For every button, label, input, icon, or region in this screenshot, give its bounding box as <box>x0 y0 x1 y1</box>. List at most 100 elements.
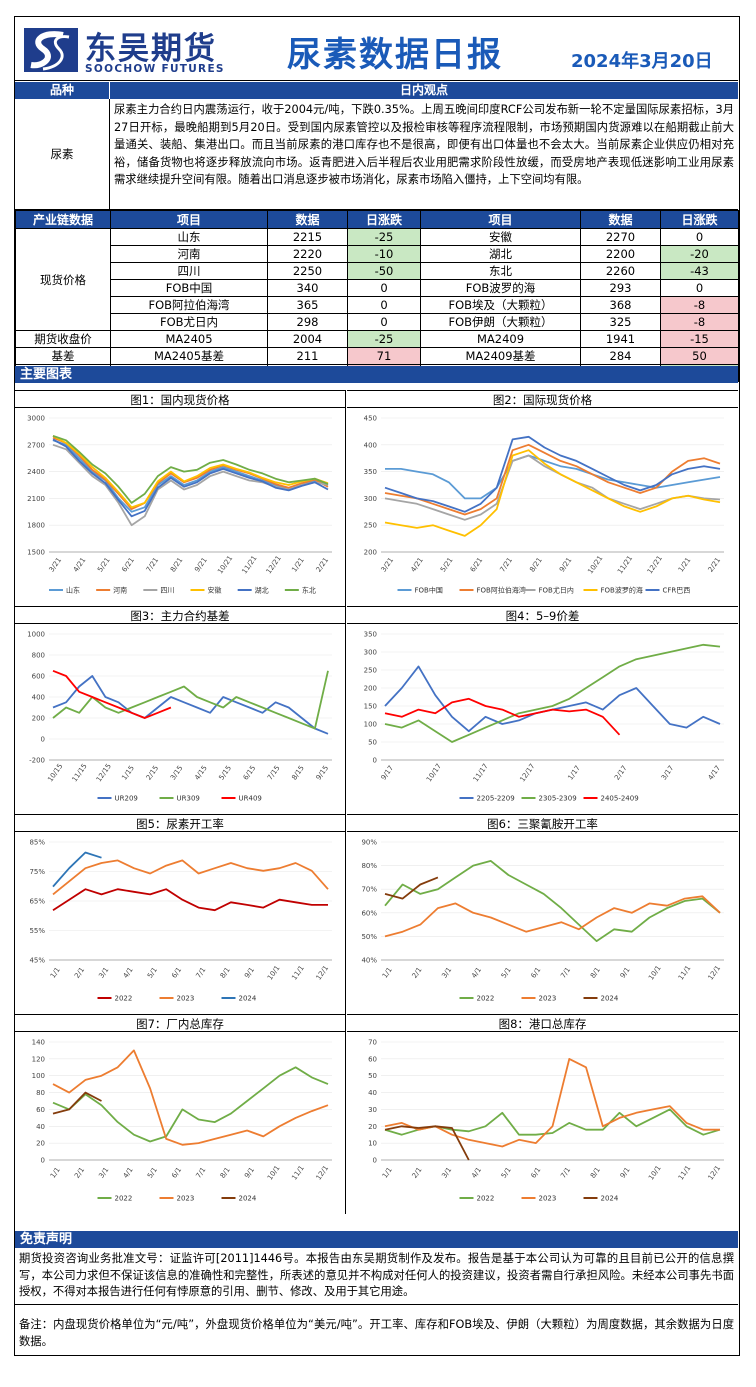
chart-svg: 350 300 250 200 150 100 50 09/17 10/17 11/17 12/17… <box>364 631 724 803</box>
series-line-2023 <box>384 1058 720 1148</box>
x-tick-label: 3/1 <box>440 1166 453 1180</box>
x-tick-label: 12/1 <box>707 964 723 981</box>
item: 湖北 <box>420 245 581 263</box>
x-tick-label: 2/21 <box>315 556 331 573</box>
x-tick-label: 11/1 <box>290 1164 306 1181</box>
x-tick-label: 12/1 <box>315 964 331 981</box>
y-tick-label: 85% <box>29 839 45 847</box>
x-tick-label: 12/21 <box>646 554 664 575</box>
legend-label: FOB尤日内 <box>539 586 574 595</box>
x-tick-label: 6/1 <box>529 1166 542 1180</box>
y-tick-label: 70% <box>361 886 377 894</box>
y-tick-label: 65% <box>29 898 45 906</box>
x-tick-label: 5/21 <box>439 556 455 573</box>
legend-label: 2205-2209 <box>477 795 515 803</box>
y-tick-label: 40 <box>368 1089 377 1097</box>
value: 293 <box>580 279 661 297</box>
change: -50 <box>347 262 421 280</box>
chart-svg: 90% 80% 70% 60% 50% 40% 1/1 2/1 3/1 4/1 5/1 6/1 7/1 8… <box>361 839 724 1003</box>
x-tick-label: 1/1 <box>49 966 62 980</box>
item: MA2409基差 <box>420 347 581 365</box>
x-tick-label: 11/15 <box>71 762 89 783</box>
value: 2250 <box>267 262 348 280</box>
legend-label: 2305-2309 <box>539 795 577 803</box>
x-tick-label: 3/21 <box>48 556 64 573</box>
report-frame: 东吴期货 SOOCHOW FUTURES 尿素数据日报 2024年3月20日 品… <box>14 16 740 1356</box>
x-tick-label: 12/17 <box>518 762 536 783</box>
value: 2200 <box>580 245 661 263</box>
disclaimer-title: 免责声明 <box>15 1231 738 1248</box>
value: 1941 <box>580 330 661 348</box>
chart-7: 图7：厂内总库存 140 120 100 80 60 40 20 0 1/1 2/1 3/1 4/1 5/… <box>15 1014 346 1214</box>
series-line-河南 <box>52 436 329 510</box>
legend-label: 2022 <box>477 1195 495 1203</box>
report-date: 2024年3月20日 <box>571 51 713 72</box>
series-line-2023 <box>52 1049 329 1146</box>
chain-data-table: 产业链数据 项目 数据 日涨跌 项目 数据 日涨跌 现货价格 山东 2215 -25 安徽 2270 0… <box>15 210 739 382</box>
x-tick-label: 12/1 <box>315 1164 331 1181</box>
change: -43 <box>660 262 739 280</box>
y-tick-label: 30 <box>368 1106 377 1114</box>
chart-title: 图6：三聚氰胺开工率 <box>347 814 738 832</box>
disclaimer-text: 期货投资咨询业务批准文号：证监许可[2011]1446号。本报告由东吴期货制作及… <box>15 1248 738 1305</box>
legend-label: 2024 <box>601 995 619 1003</box>
y-tick-label: 0 <box>41 736 45 744</box>
legend-label: 2023 <box>539 995 557 1003</box>
series-line-2205-2209 <box>384 665 721 733</box>
change: -15 <box>660 330 739 348</box>
view-text: 尿素主力合约日内震荡运行，收于2004元/吨，下跌0.35%。上周五晚间印度RC… <box>114 103 734 186</box>
chart-title: 图2：国际现货价格 <box>347 390 738 408</box>
y-tick-label: 2400 <box>27 468 45 476</box>
series-line-湖北 <box>52 438 329 518</box>
charts-section-title: 主要图表 <box>15 366 738 383</box>
legend-label: UR309 <box>177 795 200 803</box>
x-tick-label: 3/1 <box>97 966 110 980</box>
change: 0 <box>660 228 739 246</box>
series-line-2022 <box>52 1066 329 1143</box>
x-tick-label: 1/1 <box>381 966 394 980</box>
x-tick-label: 10/1 <box>647 964 663 981</box>
item: FOB波罗的海 <box>420 279 581 297</box>
x-tick-label: 4/1 <box>470 1166 483 1180</box>
y-tick-label: 50% <box>361 933 377 941</box>
change: -25 <box>347 228 421 246</box>
series-line-安徽 <box>52 435 329 509</box>
series-line-2022 <box>384 1108 721 1136</box>
legend-label: 2022 <box>115 1195 133 1203</box>
series-line-FOB中国 <box>385 454 721 500</box>
y-tick-label: 50 <box>368 1072 377 1080</box>
x-tick-label: 4/1 <box>122 966 135 980</box>
x-tick-label: 6/1 <box>170 966 183 980</box>
x-tick-label: 5/15 <box>217 764 233 781</box>
value: 284 <box>580 347 661 365</box>
x-tick-label: 4/15 <box>193 764 209 781</box>
y-tick-label: 100 <box>32 1072 45 1080</box>
chart-title: 图7：厂内总库存 <box>15 1014 345 1032</box>
y-tick-label: 20 <box>368 1123 377 1131</box>
x-tick-label: 9/21 <box>558 556 574 573</box>
legend-label: 2023 <box>539 1195 557 1203</box>
legend-label: FOB波罗的海 <box>601 586 643 595</box>
table-header-6: 日涨跌 <box>660 210 739 229</box>
y-tick-label: 60 <box>36 1106 45 1114</box>
y-tick-label: 90% <box>361 839 377 847</box>
y-tick-label: 40 <box>36 1123 45 1131</box>
x-tick-label: 8/1 <box>589 966 602 980</box>
chart-title: 图5：尿素开工率 <box>15 814 345 832</box>
y-tick-label: 60% <box>361 909 377 917</box>
item: 河南 <box>110 245 268 263</box>
x-tick-label: 10/1 <box>266 1164 282 1181</box>
value: 2270 <box>580 228 661 246</box>
y-tick-label: 150 <box>364 703 377 711</box>
y-tick-label: 400 <box>32 694 45 702</box>
x-tick-label: 1/21 <box>290 556 306 573</box>
legend-label: 2024 <box>601 1195 619 1203</box>
value: 325 <box>580 313 661 331</box>
y-tick-label: 0 <box>373 1157 377 1165</box>
report-title: 尿素数据日报 <box>287 35 503 75</box>
x-tick-label: 8/1 <box>219 1166 232 1180</box>
table-row: 四川 2250 -50 东北 2260 -43 <box>16 262 739 280</box>
x-tick-label: 7/15 <box>266 764 282 781</box>
item: FOB埃及（大颗粒） <box>420 296 581 314</box>
series-line-2022 <box>52 888 328 912</box>
